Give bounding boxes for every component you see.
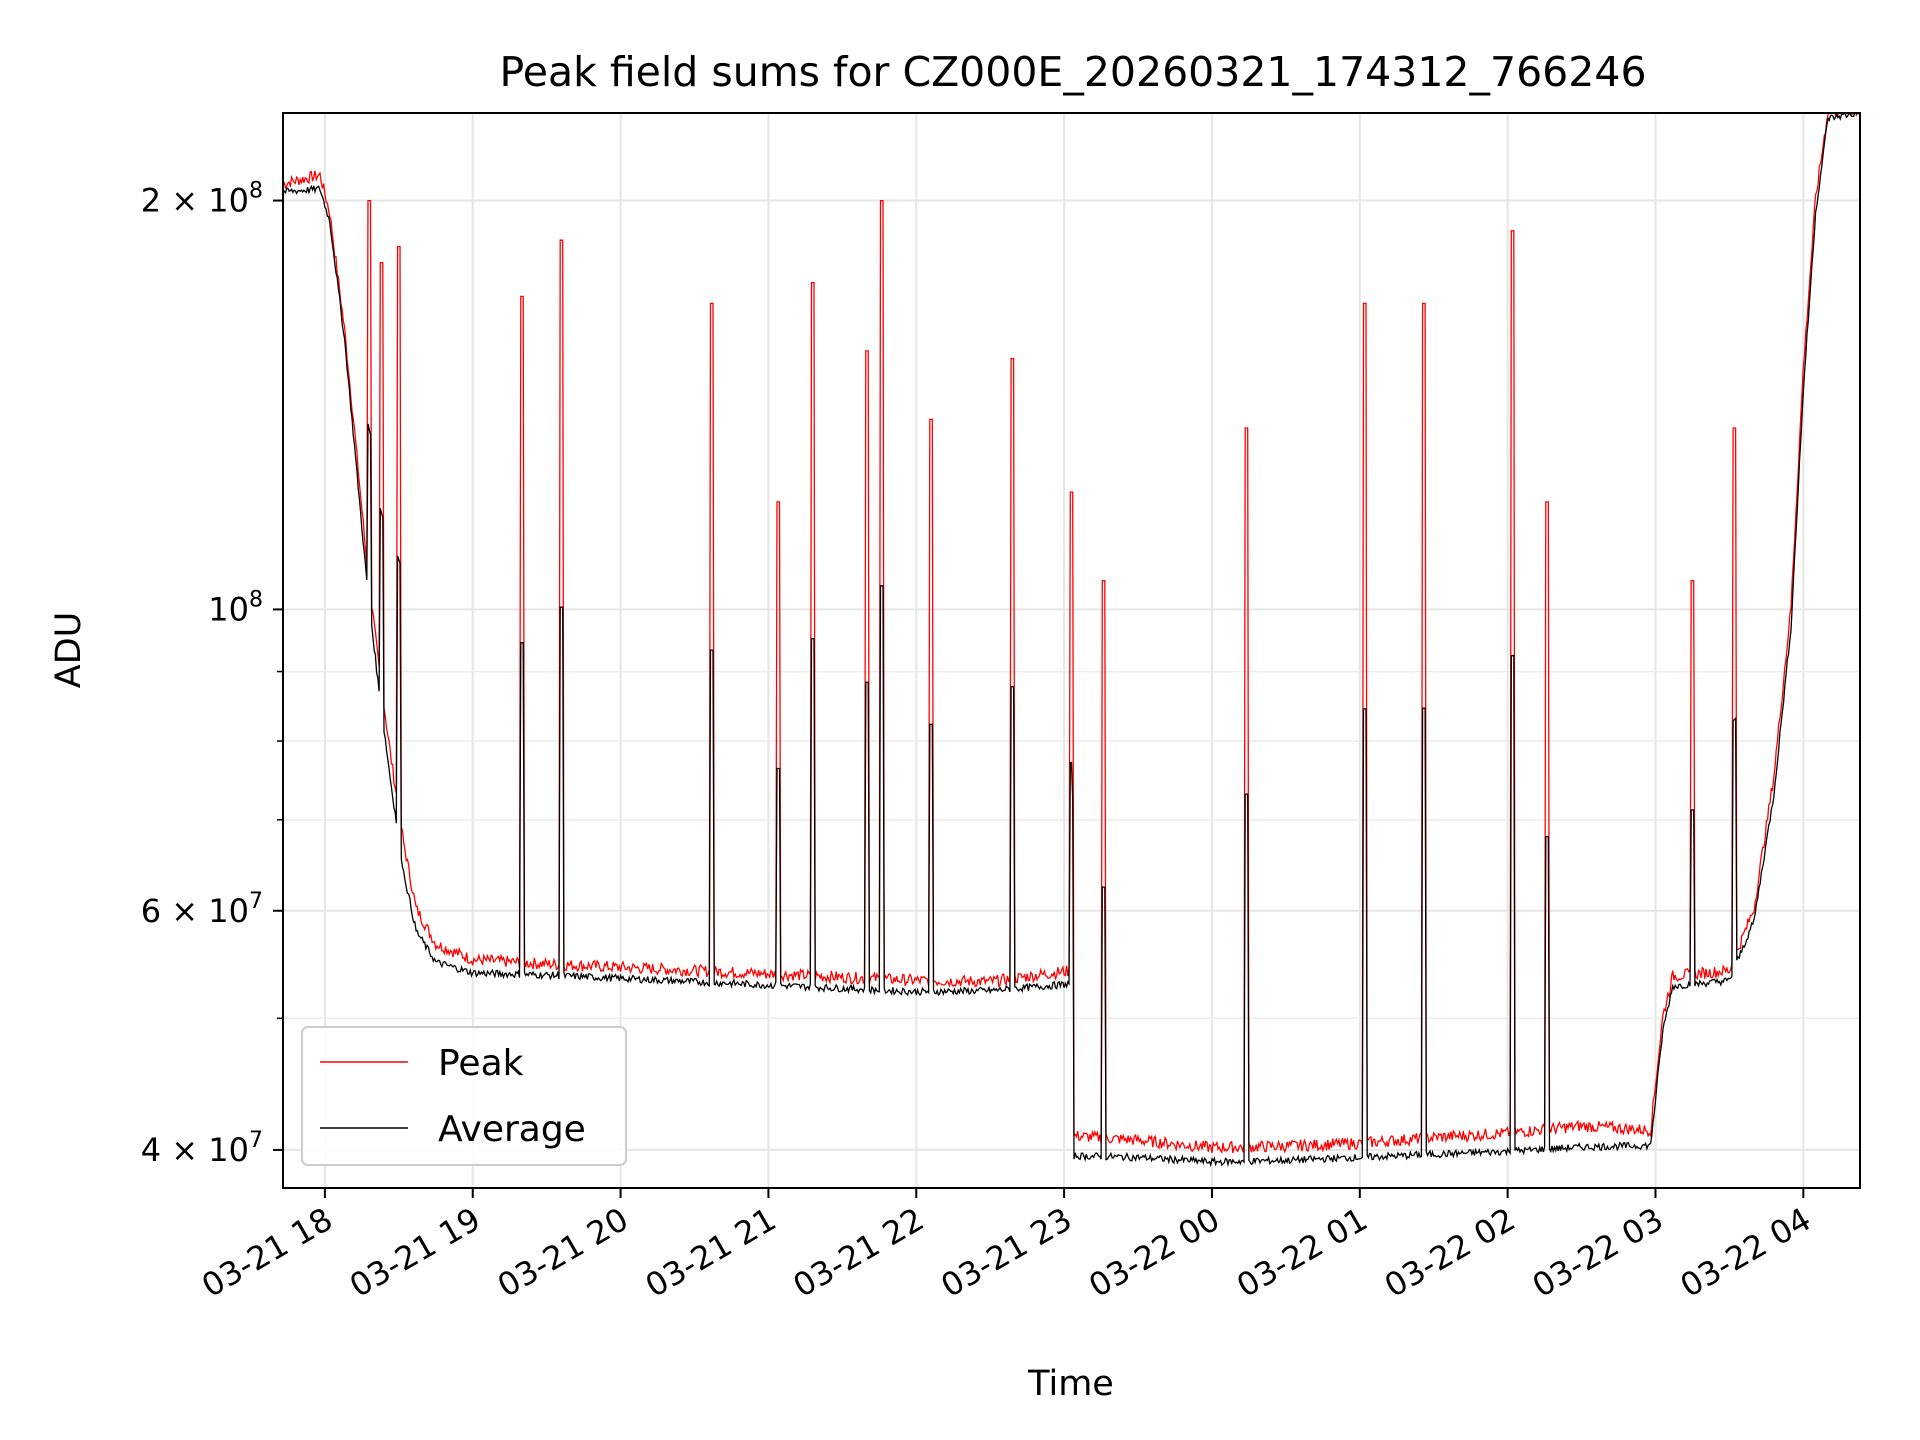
y-axis: 4 × 107 6 × 107 108 2 × 108 <box>141 179 283 1169</box>
legend-label-peak: Peak <box>438 1043 524 1084</box>
plot-frame <box>282 112 1861 1189</box>
x-axis-label: Time <box>1027 1364 1114 1404</box>
y-tick-label: 6 × 107 <box>141 889 263 930</box>
legend-label-average: Average <box>438 1109 586 1150</box>
series-peak-line <box>283 113 1860 1154</box>
series-average-line <box>283 113 1860 1168</box>
y-tick-label: 4 × 107 <box>141 1128 263 1169</box>
grid <box>283 113 1860 1188</box>
y-axis-label: ADU <box>49 612 89 689</box>
y-tick-label: 108 <box>208 587 263 628</box>
legend: Peak Average <box>301 1026 627 1166</box>
plot-lines <box>283 113 1860 1168</box>
y-tick-label: 2 × 108 <box>141 179 263 220</box>
chart-title: Peak field sums for CZ000E_20260321_1743… <box>499 48 1646 96</box>
